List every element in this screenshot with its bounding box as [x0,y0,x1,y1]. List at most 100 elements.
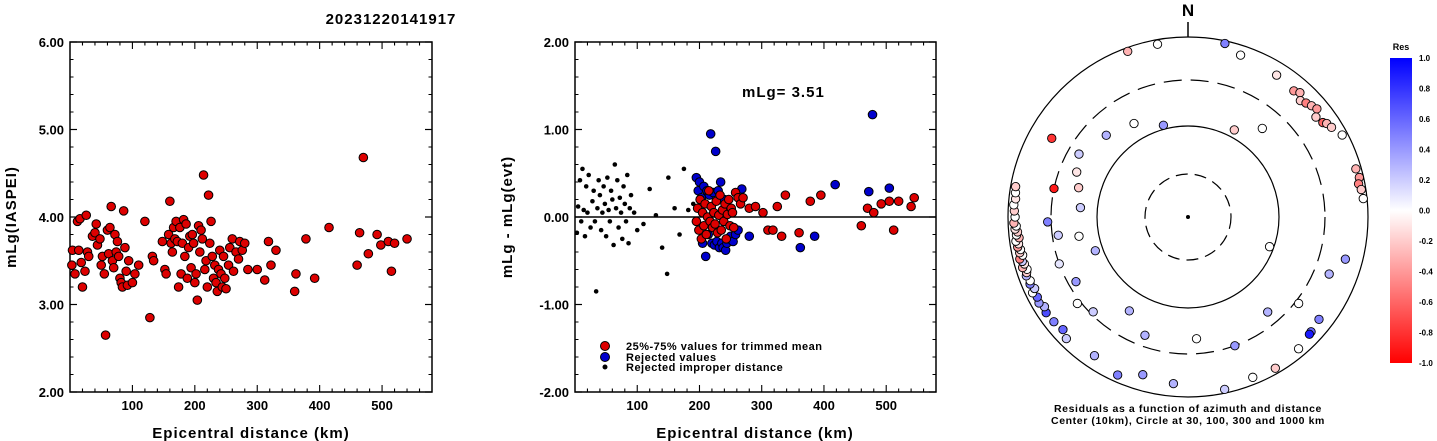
residual-x-tick-label: 400 [813,398,835,413]
polar-point [1295,88,1305,98]
polar-point [1358,193,1368,204]
polar-point [1264,242,1275,252]
polar-point [1158,120,1169,130]
polar-point [1263,307,1273,317]
residual-point [721,234,732,244]
polar-point [1124,306,1134,316]
azimuth-panel: N Residuals as a function of azimuth and… [1007,1,1369,427]
residual-point [768,225,778,235]
polar-caption-line2: Center (10km), Circle at 30, 100, 300 an… [1051,415,1325,427]
magnitude-point [202,282,213,292]
residual-point [758,207,768,218]
residual-point [591,188,596,194]
magnitude-point [121,266,131,277]
polar-point [1061,333,1072,344]
magnitude-point [133,260,144,270]
residual-point [884,183,895,193]
residual-point [592,219,598,224]
polar-point [1271,70,1282,80]
magnitude-point [123,255,134,266]
colorbar-tick-label: 0.4 [1419,146,1431,155]
colorbar-title: Res [1393,42,1410,52]
residual-y-tick-label: 2.00 [544,35,569,50]
magnitude-y-axis-label: mLg(IASPEI) [3,166,20,268]
residual-point [602,201,608,207]
residual-point [700,251,711,262]
residual-y-tick-label: 0.00 [544,210,569,225]
polar-caption-line1: Residuals as a function of azimuth and d… [1054,403,1322,415]
magnitude-point [228,266,239,277]
colorbar: Res 1.0 0.8 0.6 0.4 0.2 0.0 -0.2 -0.4 -0.6 -0.8 -1… [1390,42,1433,368]
polar-point [1129,118,1139,129]
magnitude-point [186,262,196,273]
residual-point [738,192,748,203]
magnitude-point [354,227,365,238]
magnitude-y-tick-label: 4.00 [39,210,64,225]
colorbar-tick-label: -0.6 [1419,298,1433,307]
residual-point [677,232,682,237]
polar-point [1088,307,1098,317]
legend-label-trimmed-mean: 25%-75% values for trimmed mean [626,341,822,353]
magnitude-point [105,222,115,233]
residual-point [856,220,867,231]
residual-point [653,212,659,218]
residual-point [606,207,611,213]
magnitude-x-tick-label: 400 [309,398,331,413]
residual-point [772,201,783,212]
residual-point [598,227,604,233]
polar-point [1101,130,1111,140]
magnitude-y-tick-label: 3.00 [39,298,64,313]
magnitude-point [259,275,270,285]
polar-point [1337,130,1347,140]
residual-point [863,186,874,197]
magnitude-point [182,273,193,284]
polar-point [1311,112,1321,122]
polar-point [1235,50,1246,60]
residual-point [628,192,634,198]
residual-point [577,177,583,183]
residual-point [583,184,589,189]
polar-point [1304,329,1315,339]
residual-point [588,225,593,230]
magnitude-point [190,277,200,288]
polar-point [1072,167,1082,177]
residual-point [705,129,716,139]
magnitude-point [198,170,209,180]
magnitude-point [108,262,119,273]
residual-point [620,236,625,242]
magnitude-point [372,229,382,240]
polar-point [1229,125,1239,135]
polar-point [1356,184,1366,195]
residual-panel: -2.00 -1.00 0.00 1.00 2.00 100 200 300 400 500 m… [499,35,937,441]
magnitude-x-tick-label: 100 [122,398,144,413]
magnitude-x-tick-label: 200 [184,398,206,413]
magnitude-point [80,266,90,277]
residual-point [672,205,677,211]
residual-y-axis-label: mLg - mLg(evt) [499,156,516,278]
magnitude-point [113,251,124,262]
polar-point [1047,133,1057,143]
residual-point [623,219,629,224]
residual-point [581,207,587,213]
magnitude-point [148,255,159,266]
magnitude-point [191,269,201,279]
residual-point [723,194,734,205]
residual-x-tick-label: 300 [751,398,773,413]
magnitude-point [181,219,191,229]
magnitude-point [358,152,369,163]
polar-point [1049,183,1059,194]
ring-1000km [1007,36,1369,398]
magnitude-point [252,264,263,275]
magnitude-point [118,206,129,216]
magnitude-point [352,260,362,270]
polar-point [1219,384,1230,395]
residual-point [691,216,702,227]
residual-point [830,179,840,190]
residual-x-tick-label: 200 [689,398,711,413]
residual-point [631,210,637,215]
colorbar-tick-label: 1.0 [1419,54,1431,63]
colorbar-tick-label: -0.4 [1419,268,1433,277]
residual-point [575,204,581,209]
residual-point [647,186,652,192]
magnitude-point [233,254,244,264]
